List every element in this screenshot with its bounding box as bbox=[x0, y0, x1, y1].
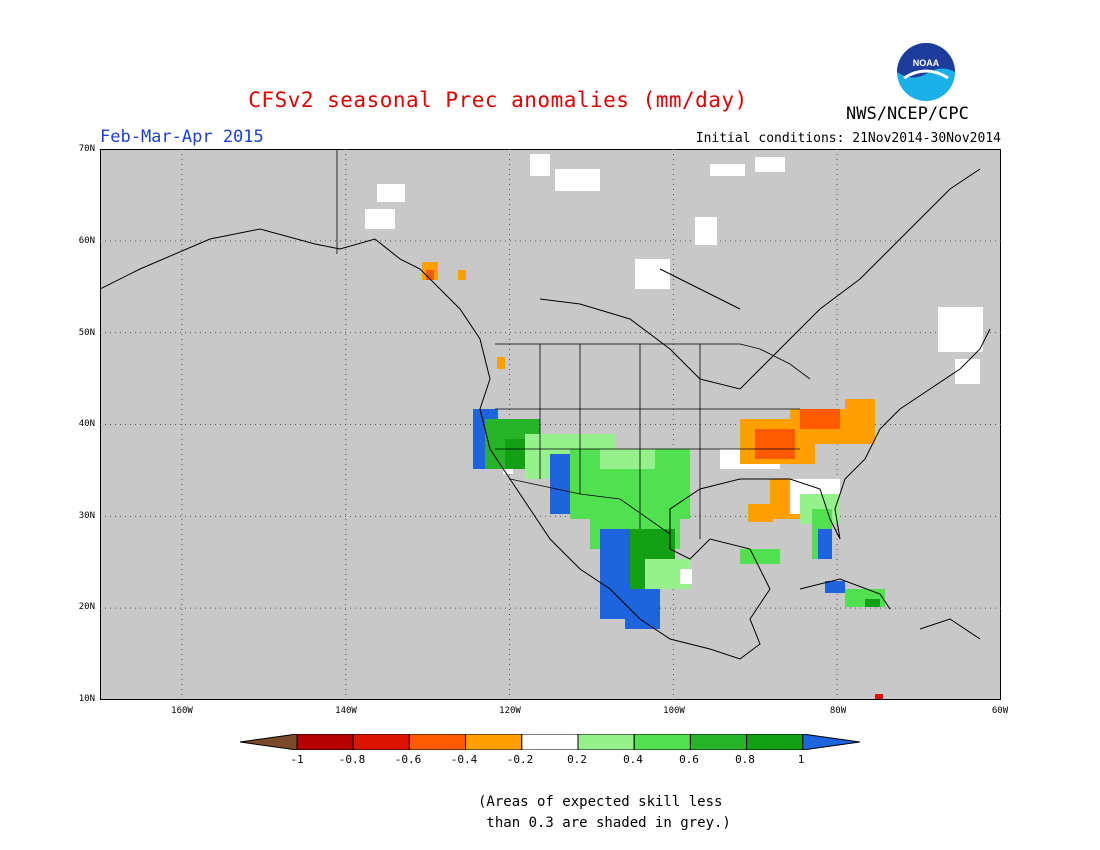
colorbar bbox=[240, 734, 860, 750]
season-label: Feb-Mar-Apr 2015 bbox=[100, 127, 264, 147]
skill-note: (Areas of expected skill less than 0.3 a… bbox=[478, 794, 731, 831]
colorbar-label: -0.8 bbox=[338, 753, 366, 766]
colorbar-label: -1 bbox=[290, 753, 304, 766]
colorbar-cell bbox=[802, 734, 860, 750]
anomaly-patches bbox=[365, 154, 983, 699]
colorbar-label: 0.2 bbox=[567, 753, 587, 766]
colorbar-cell bbox=[577, 734, 635, 750]
boundaries bbox=[336, 149, 811, 539]
lat-label: 60N bbox=[78, 236, 95, 246]
lat-label: 20N bbox=[78, 602, 95, 612]
lat-label: 10N bbox=[78, 694, 95, 704]
precip-anomaly-map bbox=[100, 149, 1001, 700]
map-title: CFSv2 seasonal Prec anomalies (mm/day) bbox=[248, 88, 748, 112]
lon-label: 140W bbox=[335, 706, 357, 716]
colorbar-label: -0.6 bbox=[394, 753, 422, 766]
colorbar-label: -0.2 bbox=[506, 753, 534, 766]
colorbar-label: 0.8 bbox=[735, 753, 755, 766]
colorbar-cell bbox=[633, 734, 691, 750]
colorbar-cell bbox=[746, 734, 804, 750]
colorbar-label: 0.6 bbox=[679, 753, 699, 766]
lon-label: 120W bbox=[499, 706, 521, 716]
lat-label: 30N bbox=[78, 511, 95, 521]
colorbar-label: 1 bbox=[797, 753, 805, 766]
colorbar-cell bbox=[352, 734, 410, 750]
svg-text:NOAA: NOAA bbox=[913, 58, 940, 68]
colorbar-cell bbox=[465, 734, 523, 750]
lon-label: 80W bbox=[829, 706, 847, 716]
noaa-logo: NOAA bbox=[897, 43, 955, 101]
colorbar-cell bbox=[689, 734, 748, 750]
lon-label: 60W bbox=[991, 706, 1009, 716]
lat-label: 70N bbox=[78, 144, 95, 154]
colorbar-cell bbox=[521, 734, 579, 750]
coastlines bbox=[100, 168, 991, 660]
lat-label: 40N bbox=[78, 419, 95, 429]
colorbar-label: -0.4 bbox=[450, 753, 478, 766]
colorbar-label: 0.4 bbox=[623, 753, 643, 766]
colorbar-cell bbox=[240, 734, 298, 750]
lon-label: 100W bbox=[663, 706, 685, 716]
lon-label: 160W bbox=[171, 706, 193, 716]
agency-label: NWS/NCEP/CPC bbox=[846, 104, 969, 124]
colorbar-cell bbox=[296, 734, 354, 750]
initial-conditions-label: Initial conditions: 21Nov2014-30Nov2014 bbox=[695, 131, 1001, 146]
lat-label: 50N bbox=[78, 328, 95, 338]
colorbar-cell bbox=[408, 734, 467, 750]
